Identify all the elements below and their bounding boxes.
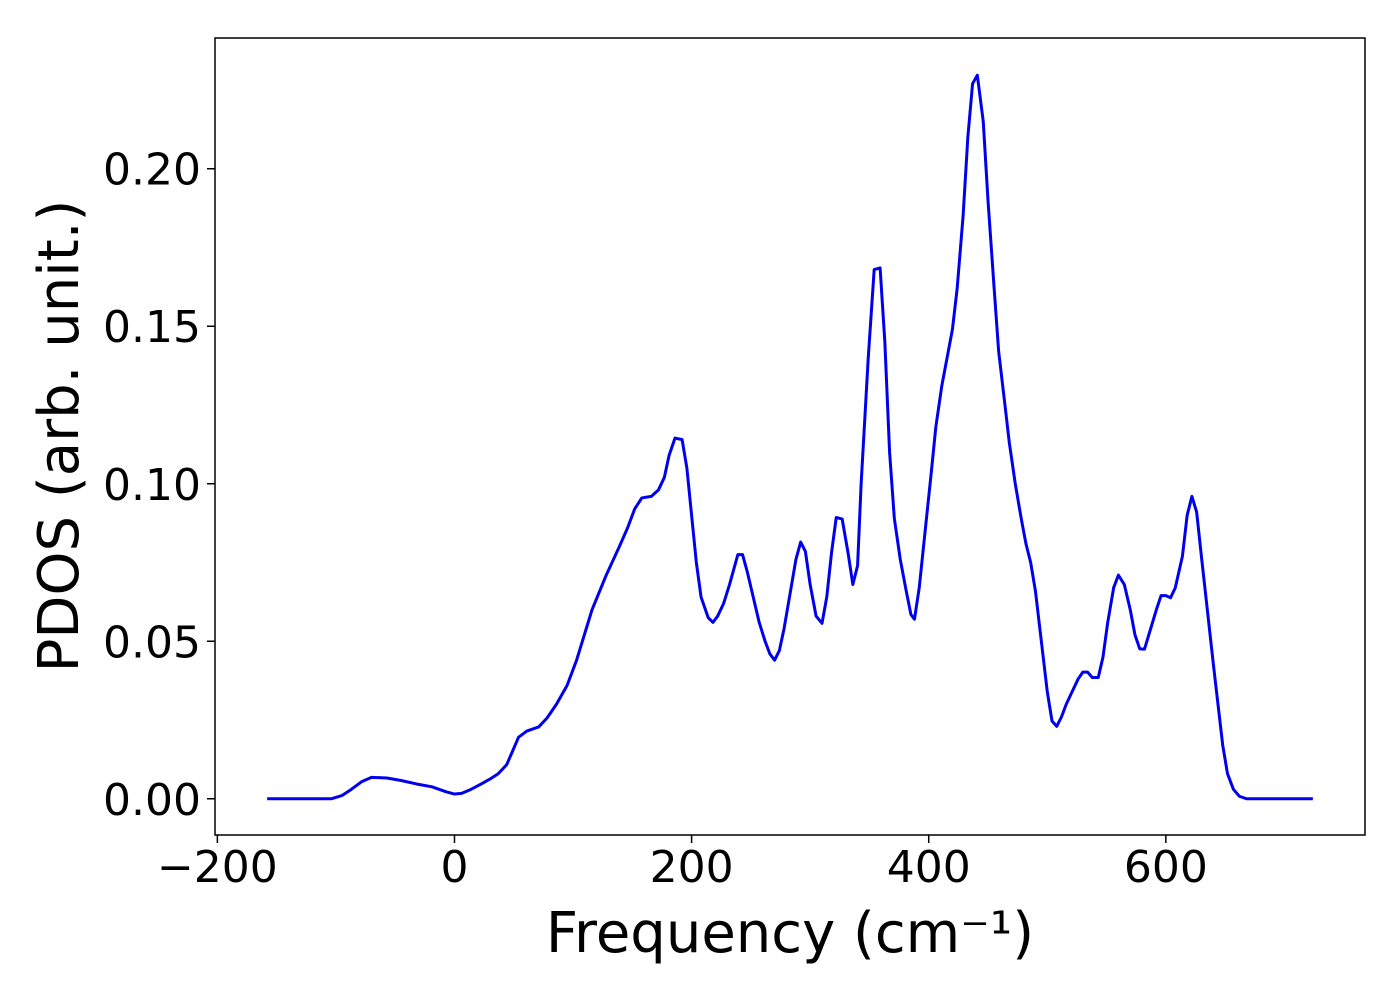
x-tick-label: 200 xyxy=(650,842,734,893)
x-tick-label: 0 xyxy=(440,842,468,893)
y-tick-label: 0.00 xyxy=(103,775,201,826)
x-tick-label: 400 xyxy=(887,842,971,893)
x-tick-label: 600 xyxy=(1124,842,1208,893)
y-tick-label: 0.15 xyxy=(103,302,201,353)
y-tick-label: 0.10 xyxy=(103,460,201,511)
y-tick-label: 0.20 xyxy=(103,145,201,196)
x-axis-label: Frequency (cm⁻¹) xyxy=(546,901,1034,966)
y-tick-label: 0.05 xyxy=(103,617,201,668)
y-axis-label: PDOS (arb. unit.) xyxy=(27,200,92,673)
plot-frame xyxy=(214,37,1366,836)
line xyxy=(267,73,1313,801)
x-tick-label: −200 xyxy=(157,842,278,893)
